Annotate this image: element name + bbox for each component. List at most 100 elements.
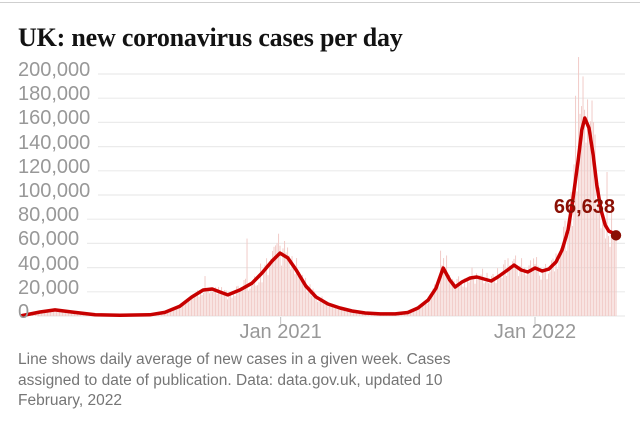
daily-bar — [41, 311, 43, 316]
daily-bar — [593, 122, 595, 316]
x-axis-label: Jan 2021 — [239, 321, 322, 343]
daily-bar — [195, 292, 197, 316]
daily-bar — [284, 240, 286, 316]
source-note: Line shows daily average of new cases in… — [18, 351, 451, 409]
daily-bar — [35, 313, 37, 316]
daily-bar — [246, 238, 248, 316]
daily-bar — [324, 300, 326, 316]
daily-bar — [308, 286, 310, 316]
daily-bar — [515, 255, 517, 316]
daily-bar — [447, 279, 449, 316]
daily-bar — [498, 274, 500, 316]
daily-bar — [317, 301, 319, 316]
daily-bar — [254, 276, 256, 316]
daily-bar — [492, 273, 494, 316]
daily-bar — [279, 245, 281, 316]
daily-bar — [68, 311, 70, 316]
daily-bar — [216, 293, 218, 316]
daily-bar — [249, 288, 251, 316]
daily-bar — [587, 99, 589, 316]
daily-bar — [546, 279, 548, 316]
daily-bar — [564, 220, 566, 316]
daily-bar — [417, 309, 419, 316]
daily-bar — [552, 258, 554, 316]
daily-bar — [599, 187, 601, 316]
daily-bar — [480, 274, 482, 316]
x-axis-label: Jan 2022 — [493, 321, 577, 343]
daily-bar — [605, 238, 607, 316]
daily-bar — [203, 292, 205, 316]
daily-bar — [411, 310, 413, 316]
daily-bar — [425, 303, 427, 316]
daily-bar — [237, 285, 239, 316]
daily-bar — [299, 272, 301, 316]
daily-bar — [612, 239, 614, 316]
y-axis-label: 160,000 — [18, 107, 91, 130]
daily-bar — [252, 283, 254, 316]
daily-bar — [426, 303, 428, 316]
daily-bar — [348, 309, 350, 316]
daily-bar — [594, 134, 596, 316]
daily-bar — [176, 306, 178, 316]
daily-bar — [303, 282, 305, 316]
daily-bar — [320, 299, 322, 316]
y-axis-label: 200,000 — [18, 59, 91, 81]
daily-bar — [566, 250, 568, 316]
daily-bar — [261, 282, 263, 316]
daily-bar — [69, 311, 71, 316]
daily-bar — [165, 312, 167, 316]
daily-bar — [582, 76, 584, 316]
daily-bar — [465, 287, 467, 316]
daily-bar — [518, 276, 520, 316]
daily-bar — [258, 282, 260, 316]
daily-bar — [560, 248, 562, 316]
daily-bar — [231, 297, 233, 316]
daily-bar — [267, 275, 269, 316]
y-axis-label: 20,000 — [18, 276, 80, 299]
daily-bar — [491, 275, 493, 316]
daily-bar — [438, 286, 440, 316]
daily-bar — [488, 283, 490, 316]
daily-bar — [275, 245, 277, 316]
daily-bar — [443, 258, 445, 316]
daily-bar — [509, 265, 511, 316]
daily-bar — [74, 313, 76, 316]
daily-bar — [336, 307, 338, 316]
daily-bar — [428, 299, 430, 316]
daily-bar — [567, 223, 569, 316]
y-axis-label: 40,000 — [18, 252, 80, 275]
daily-bar — [464, 278, 466, 316]
daily-bar — [257, 285, 259, 316]
daily-bar — [65, 310, 67, 316]
daily-bar — [540, 279, 542, 316]
daily-bar — [189, 297, 191, 316]
daily-bar — [200, 291, 202, 316]
daily-bar — [471, 267, 473, 316]
daily-bar — [212, 291, 214, 316]
daily-bar — [273, 246, 275, 316]
daily-bar — [167, 311, 169, 316]
daily-bar — [230, 292, 232, 316]
daily-bar — [585, 142, 587, 316]
daily-bar — [591, 100, 593, 316]
daily-bar — [543, 272, 545, 316]
daily-bar — [210, 288, 212, 316]
daily-bar — [551, 260, 553, 316]
daily-bar — [434, 284, 436, 316]
daily-bar — [527, 271, 529, 316]
y-axis-label: 0 — [18, 301, 30, 323]
daily-bar — [197, 290, 199, 316]
daily-bar — [458, 276, 460, 316]
y-axis-label: 140,000 — [18, 131, 91, 154]
daily-bar — [321, 296, 323, 316]
daily-bar — [291, 256, 293, 316]
daily-bar — [263, 271, 265, 316]
daily-bar — [173, 308, 175, 316]
daily-bar — [297, 271, 299, 316]
daily-bar — [191, 295, 193, 316]
daily-bar — [359, 312, 361, 316]
daily-bar — [611, 210, 613, 316]
daily-bar — [569, 232, 571, 316]
latest-point-dot — [610, 230, 622, 241]
daily-bar — [234, 295, 236, 316]
